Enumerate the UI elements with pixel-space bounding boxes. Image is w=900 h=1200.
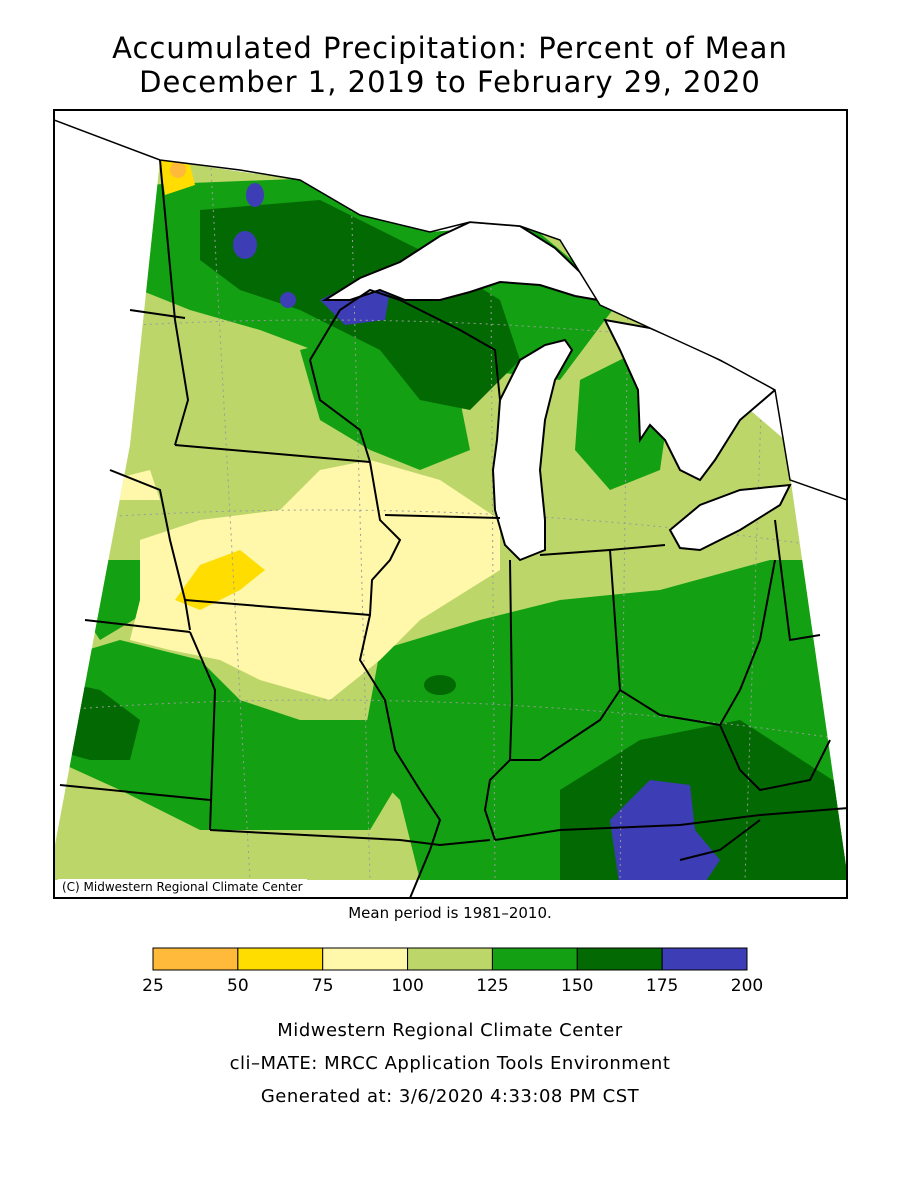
- field-50-75-iowa: [175, 550, 265, 610]
- field-175-200-nw-mn-1: [233, 231, 257, 259]
- legend-tick-50: 50: [227, 976, 249, 996]
- footer-generated-at: Generated at: 3/6/2020 4:33:08 PM CST: [260, 1086, 640, 1107]
- legend-tick-100: 100: [391, 976, 424, 996]
- legend-tick-75: 75: [311, 976, 334, 996]
- footer-tool-name: cli–MATE: MRCC Application Tools Environ…: [229, 1053, 671, 1074]
- field-125-150-west: [54, 640, 400, 830]
- canada-region: [54, 110, 847, 501]
- legend-bin-25-50: [152, 947, 239, 971]
- footer-organization: Midwestern Regional Climate Center: [277, 1020, 623, 1041]
- field-125-150-ia-wi: [300, 330, 470, 470]
- map-field: [54, 110, 847, 898]
- state-borders: [59, 159, 847, 898]
- legend-colorbar: [152, 947, 748, 971]
- legend-tick-25: 25: [142, 976, 164, 996]
- legend-tick-125: 125: [476, 976, 509, 996]
- legend-tick-200: 200: [730, 976, 764, 996]
- legend-bin-125-150: [491, 947, 578, 971]
- field-25-50-nd: [170, 162, 186, 178]
- map-title-line-1: Accumulated Precipitation: Percent of Me…: [112, 31, 788, 65]
- legend-bin-150-175: [576, 947, 663, 971]
- field-175-200-ky: [610, 780, 720, 880]
- lake-superior: [321, 220, 601, 302]
- map-copyright: (C) Midwestern Regional Climate Center: [58, 879, 307, 895]
- field-175-200-nw-mn-2: [246, 183, 264, 207]
- field-150-175-il-spot: [424, 675, 456, 695]
- legend-bin-75-100: [322, 947, 409, 971]
- legend-tick-175: 175: [645, 976, 679, 996]
- map-title-line-2: December 1, 2019 to February 29, 2020: [139, 65, 761, 99]
- mean-period-note: Mean period is 1981–2010.: [348, 904, 552, 922]
- legend-bin-50-75: [237, 947, 324, 971]
- legend-bin-175-200: [661, 947, 748, 971]
- field-175-200-nw-mn-3: [280, 292, 296, 308]
- map-frame: [53, 109, 848, 899]
- field-75-100-iowa: [130, 460, 500, 700]
- lake-michigan: [491, 338, 574, 562]
- lake-erie: [668, 483, 792, 552]
- legend-tick-150: 150: [561, 976, 594, 996]
- legend-bin-100-125: [407, 947, 493, 971]
